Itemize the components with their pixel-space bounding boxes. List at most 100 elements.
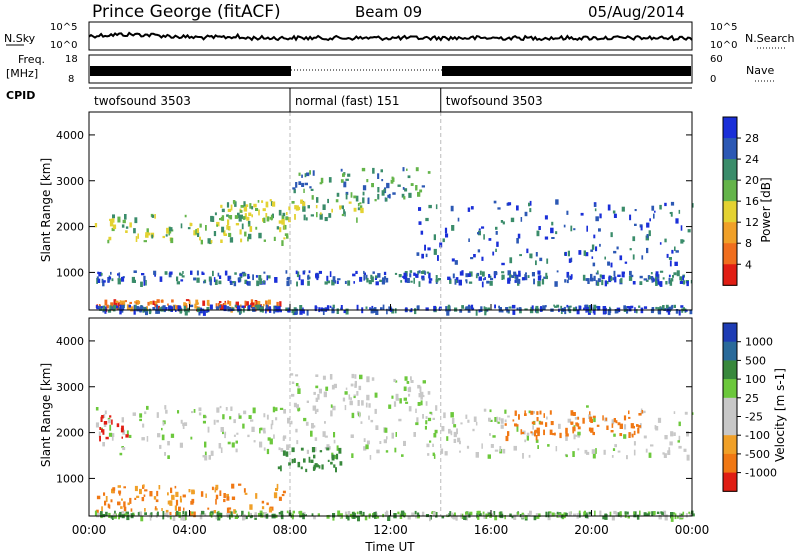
power-cell [336, 280, 339, 284]
power-cell [481, 256, 484, 261]
power-cell [237, 305, 241, 311]
power-cell [529, 208, 532, 213]
noise-right-label: N.Search [745, 32, 795, 45]
velocity-cell [574, 434, 578, 437]
velocity-cell [670, 431, 674, 437]
power-cell [279, 227, 282, 233]
power-cell [145, 309, 148, 316]
power-cell [468, 281, 473, 284]
velocity-cell [162, 511, 165, 516]
velocity-cell [172, 515, 176, 521]
power-cell [616, 309, 619, 314]
power-cell [311, 195, 314, 200]
power-cell [632, 281, 636, 285]
velocity-cell [427, 391, 431, 395]
power-cell [435, 279, 439, 283]
velocity-cell [615, 420, 618, 424]
velocity-cell [178, 512, 181, 518]
velocity-cell [134, 485, 138, 492]
velocity-cell [507, 415, 510, 418]
velocity-cell [534, 429, 538, 433]
velocity-cell [441, 515, 445, 519]
power-cell [248, 223, 250, 227]
velocity-cell [364, 515, 368, 521]
power-cell [156, 299, 160, 303]
power-cell [176, 276, 179, 282]
power-cell [219, 275, 222, 279]
velocity-cell [233, 509, 236, 514]
power-cell [240, 308, 242, 314]
power-cell [655, 271, 659, 277]
power-cell [193, 277, 197, 281]
power-cell [626, 308, 629, 314]
power-cell [628, 275, 633, 281]
power-cell [247, 281, 251, 286]
power-cell [375, 281, 379, 286]
velocity-cell [590, 427, 594, 433]
velocity-cell [138, 511, 143, 517]
power-cell [370, 274, 373, 280]
power-cell [306, 309, 309, 316]
velocity-cell [200, 491, 204, 497]
power-cell [196, 277, 200, 283]
velocity-cell [183, 422, 188, 426]
power-cell [108, 276, 112, 280]
power-cell [269, 216, 273, 220]
power-cell [585, 252, 589, 257]
velocity-cell [592, 453, 596, 459]
velocity-cell [260, 427, 263, 431]
velocity-cell [417, 402, 421, 406]
velocity-cell [670, 512, 674, 517]
velocity-cell [565, 435, 568, 441]
velocity-cell [229, 514, 231, 520]
velocity-cell [535, 513, 539, 516]
velocity-cell [574, 417, 578, 420]
velocity-cell [496, 416, 498, 423]
power-cell [291, 201, 295, 204]
power-colorbar-label: Power [dB] [759, 177, 773, 242]
power-cell [403, 272, 407, 278]
velocity-cell [311, 447, 315, 453]
power-cell [210, 240, 213, 244]
velocity-cell [425, 401, 428, 406]
power-cell [326, 305, 330, 311]
power-cell [682, 307, 685, 312]
power-cell [593, 309, 596, 315]
velocity-cell [384, 427, 388, 433]
power-cell [223, 305, 227, 312]
power-cell [419, 189, 423, 193]
power-cell [203, 281, 205, 284]
power-cell [477, 249, 481, 253]
velocity-cell [504, 515, 506, 520]
velocity-cell [420, 400, 423, 406]
velocity-cell [182, 422, 184, 427]
power-cell [657, 309, 662, 315]
power-cell [670, 201, 675, 206]
power-cell [206, 299, 210, 306]
velocity-cell [327, 459, 330, 462]
velocity-cell [245, 515, 248, 520]
power-cell [479, 270, 482, 275]
velocity-cell [431, 511, 433, 514]
power-cell [458, 279, 462, 286]
power-cell [362, 197, 365, 204]
power-cell [506, 309, 510, 313]
power-cell [590, 277, 594, 282]
noise-panel-frame [88, 21, 693, 51]
velocity-cell [266, 448, 270, 455]
power-cell [470, 304, 474, 310]
power-cell [465, 273, 469, 278]
velocity-cell [297, 385, 300, 388]
power-cell [450, 205, 454, 212]
power-cell [250, 303, 253, 306]
power-cell [445, 306, 448, 312]
power-cell [359, 202, 362, 205]
power-cell [475, 309, 478, 316]
velocity-cell [275, 417, 278, 421]
power-cell [95, 305, 98, 308]
velocity-cell [504, 409, 507, 414]
velocity-cell [633, 511, 637, 518]
velocity-cell [111, 419, 113, 425]
velocity-cell [313, 425, 316, 428]
power-cell [551, 221, 554, 226]
